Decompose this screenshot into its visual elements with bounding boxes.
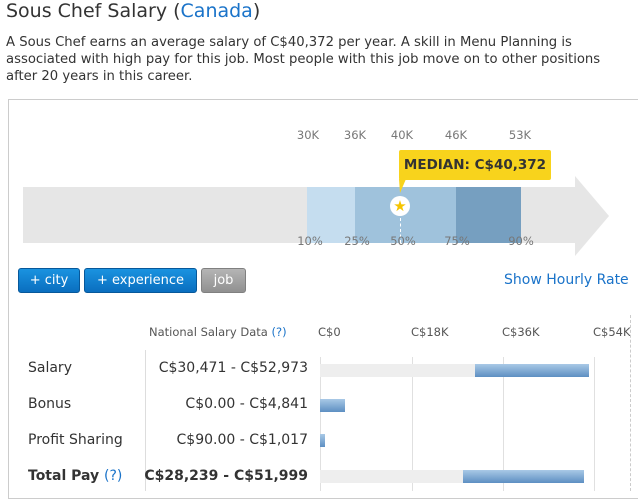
axis-54k: C$54K <box>593 325 631 339</box>
bar-background <box>320 470 464 483</box>
tick-p90: 90% <box>508 234 534 248</box>
divider-dashed <box>630 315 631 491</box>
tick-p90-value: 53K <box>508 128 532 142</box>
axis-18k: C$18K <box>411 325 449 339</box>
country-link[interactable]: Canada <box>180 0 253 22</box>
range-bar-total-pay <box>463 470 584 483</box>
title-text: Sous Chef Salary ( <box>6 0 181 22</box>
tooltip-pointer <box>399 179 406 193</box>
gridline <box>412 357 413 491</box>
title-suffix: ) <box>252 0 261 22</box>
gridline <box>503 357 504 491</box>
bar-background <box>320 364 475 377</box>
page-title: Sous Chef Salary (Canada) <box>6 0 260 22</box>
tick-p50: 50% <box>390 234 416 248</box>
row-label-salary: Salary <box>28 360 72 376</box>
axis-0: C$0 <box>318 325 341 339</box>
row-label-bonus: Bonus <box>28 396 72 412</box>
row-label-total-pay: Total Pay (?) <box>28 468 122 484</box>
row-label-profit-sharing: Profit Sharing <box>28 432 123 448</box>
tick-p75-value: 46K <box>444 128 468 142</box>
table-header-label: National Salary Data <box>149 325 268 339</box>
table-header: National Salary Data (?) <box>149 325 287 339</box>
description: A Sous Chef earns an average salary of C… <box>6 35 601 84</box>
axis-36k: C$36K <box>502 325 540 339</box>
row-range-salary: C$30,471 - C$52,973 <box>158 360 308 376</box>
range-bar-salary <box>474 364 589 377</box>
gridline <box>320 357 321 491</box>
range-bar-profit-sharing <box>320 434 326 447</box>
row-range-profit-sharing: C$90.00 - C$1,017 <box>176 432 308 448</box>
star-icon: ★ <box>390 196 410 216</box>
tick-p10-value: 30K <box>296 128 320 142</box>
median-line <box>400 218 401 243</box>
total-pay-label: Total Pay <box>28 468 100 484</box>
median-tooltip: MEDIAN: C$40,372 <box>399 150 551 180</box>
help-icon[interactable]: (?) <box>104 468 123 484</box>
tick-p10: 10% <box>297 234 323 248</box>
add-experience-button[interactable]: + experience <box>84 268 197 293</box>
tick-p50-value: 40K <box>390 128 414 142</box>
range-bar-bonus <box>320 399 345 412</box>
row-range-total-pay: C$28,239 - C$51,999 <box>144 468 308 484</box>
add-city-button[interactable]: + city <box>18 268 80 293</box>
column-divider <box>145 350 146 491</box>
job-button[interactable]: job <box>201 268 246 293</box>
show-hourly-rate-link[interactable]: Show Hourly Rate <box>504 272 629 288</box>
arrow-head-icon <box>575 176 609 256</box>
row-range-bonus: C$0.00 - C$4,841 <box>185 396 308 412</box>
help-icon[interactable]: (?) <box>271 325 287 339</box>
range-segment-75-90 <box>456 187 521 243</box>
tick-p25-value: 36K <box>343 128 367 142</box>
tick-p75: 75% <box>444 234 470 248</box>
gridline <box>594 357 595 491</box>
range-segment-10-25 <box>307 187 355 243</box>
tick-p25: 25% <box>344 234 370 248</box>
